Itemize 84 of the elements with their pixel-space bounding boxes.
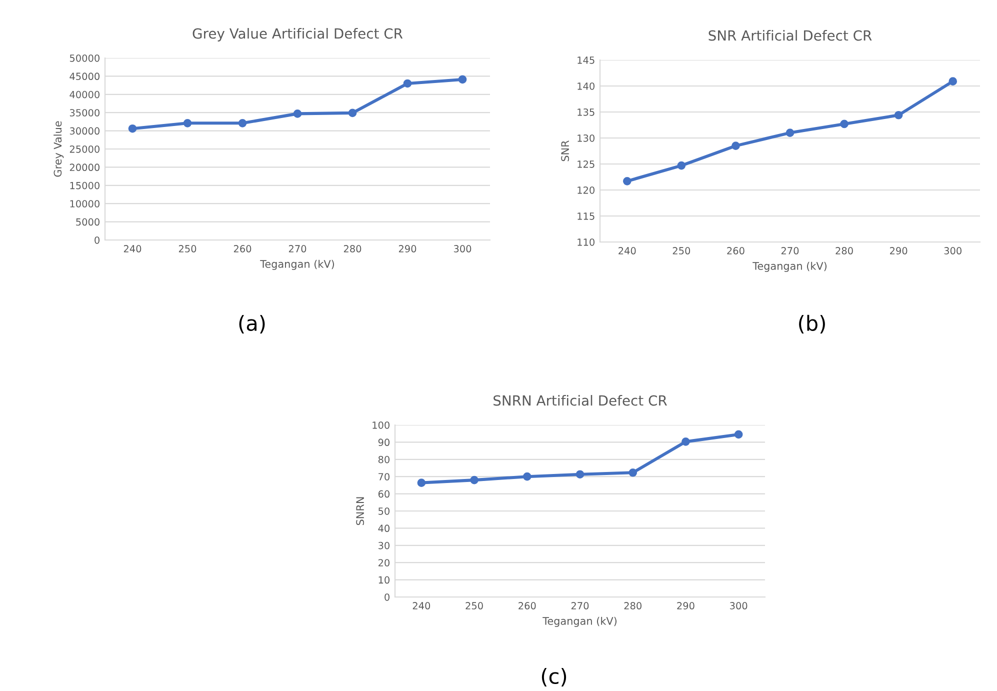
point (840, 120, 848, 128)
x-tick-label: 240 (618, 247, 636, 254)
point (522, 472, 532, 481)
y-axis-title: Grey Value (54, 121, 64, 177)
x-tick-label: 250 (672, 247, 690, 254)
y-axis-title: SNRN (356, 497, 364, 526)
point (622, 176, 632, 186)
y-tick-label: 90 (378, 438, 390, 446)
point (238, 118, 247, 128)
y-tick-label: 20 (378, 559, 390, 566)
y-tick-label: 10000 (70, 200, 100, 208)
y-tick-label: 70 (378, 473, 390, 480)
x-tick-label: 280 (344, 245, 362, 252)
x-tick-label: 260 (727, 247, 744, 254)
x-tick-label: 240 (412, 602, 430, 610)
y-tick-label: 40 (378, 524, 390, 532)
chart-title: SNR Artificial Defect CR (708, 30, 872, 41)
x-tick-label: 250 (466, 602, 483, 610)
y-tick-label: 145 (578, 56, 594, 64)
y-tick-label: 40000 (70, 90, 100, 98)
y-tick-label: 135 (578, 108, 594, 116)
point (948, 77, 958, 86)
y-tick-label: 0 (94, 236, 100, 244)
x-tick-label: 300 (944, 247, 962, 254)
point (417, 478, 426, 487)
chart-title: SNRN Artificial Defect CR (494, 395, 667, 406)
y-tick-label: 50000 (70, 54, 100, 62)
x-tick-label: 280 (836, 247, 853, 254)
x-tick-label: 300 (730, 602, 748, 610)
point (576, 470, 584, 479)
x-tick-label: 290 (890, 247, 908, 254)
chart-title: Grey Value Artificial Defect CR (192, 28, 403, 42)
point (458, 75, 467, 84)
y-tick-label: 110 (578, 238, 594, 246)
x-axis-title: Tegangan (kV) (260, 260, 334, 270)
y-tick-label: 10 (378, 576, 390, 584)
y-tick-label: 140 (578, 82, 594, 90)
point (128, 124, 137, 133)
y-tick-label: 80 (378, 456, 390, 464)
point (348, 108, 357, 118)
point (734, 430, 743, 439)
text: (b) (799, 314, 825, 334)
x-tick-label: 270 (288, 245, 306, 252)
point (470, 476, 478, 484)
point (682, 438, 690, 446)
point (183, 118, 192, 128)
y-tick-label: 115 (578, 212, 594, 220)
y-tick-label: 25000 (70, 145, 100, 153)
x-tick-label: 280 (624, 602, 642, 610)
y-tick-label: 100 (372, 421, 390, 429)
point (894, 110, 903, 120)
point (628, 468, 638, 477)
y-tick-label: 50 (378, 507, 390, 515)
y-tick-label: 30000 (70, 127, 100, 135)
point (403, 79, 412, 88)
point (677, 161, 686, 170)
y-axis-title: SNR (561, 140, 570, 162)
y-tick-label: 35000 (70, 109, 100, 116)
y-tick-label: 30 (378, 542, 390, 550)
x-tick-label: 290 (398, 245, 416, 252)
text: (c) (542, 668, 566, 686)
y-tick-label: 125 (578, 160, 594, 168)
x-tick-label: 290 (677, 602, 694, 610)
y-tick-label: 5000 (76, 218, 100, 226)
y-tick-label: 0 (384, 593, 390, 601)
x-tick-label: 300 (454, 245, 472, 252)
x-tick-label: 260 (518, 602, 536, 610)
point (293, 110, 302, 118)
y-tick-label: 20000 (70, 164, 100, 172)
y-tick-label: 130 (578, 134, 594, 142)
point (732, 142, 740, 150)
x-tick-label: 270 (571, 602, 589, 610)
y-tick-label: 120 (578, 186, 594, 194)
x-tick-label: 270 (781, 247, 799, 254)
text: (a) (239, 314, 265, 334)
y-tick-label: 60 (378, 490, 390, 498)
point (786, 128, 794, 137)
y-tick-label: 15000 (70, 182, 100, 190)
x-tick-label: 240 (124, 245, 142, 252)
x-tick-label: 260 (234, 245, 252, 252)
y-tick-label: 45000 (70, 72, 100, 80)
x-tick-label: 250 (178, 245, 196, 252)
x-axis-title: Tegangan (kV) (752, 262, 826, 272)
x-axis-title: Tegangan (kV) (542, 616, 616, 627)
